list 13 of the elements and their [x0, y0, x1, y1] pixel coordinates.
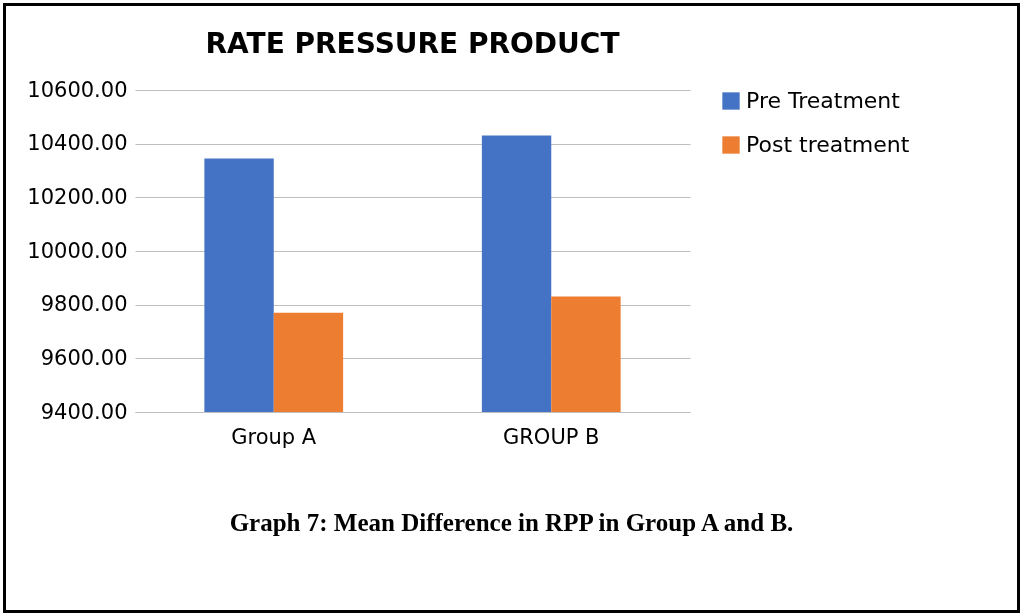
y-tick-label: 10200.00	[27, 184, 128, 209]
caption: Graph 7: Mean Difference in RPP in Group A and B.	[228, 509, 795, 537]
y-tick-label: 9600.00	[40, 345, 128, 370]
y-tick-label: 10400.00	[27, 131, 128, 156]
y-tick-label: 9800.00	[40, 292, 128, 317]
legend-label: Pre Treatment	[746, 88, 901, 113]
x-tick-label: GROUP B	[502, 424, 600, 449]
y-tick-label: 10000.00	[27, 238, 128, 263]
x-tick-label: Group A	[231, 424, 317, 449]
y-tick-label: 10600.00	[27, 77, 128, 102]
chart-title: RATE PRESSURE PRODUCT	[205, 27, 620, 60]
legend-label: Post treatment	[746, 132, 910, 157]
y-tick-label: 9400.00	[40, 399, 128, 424]
